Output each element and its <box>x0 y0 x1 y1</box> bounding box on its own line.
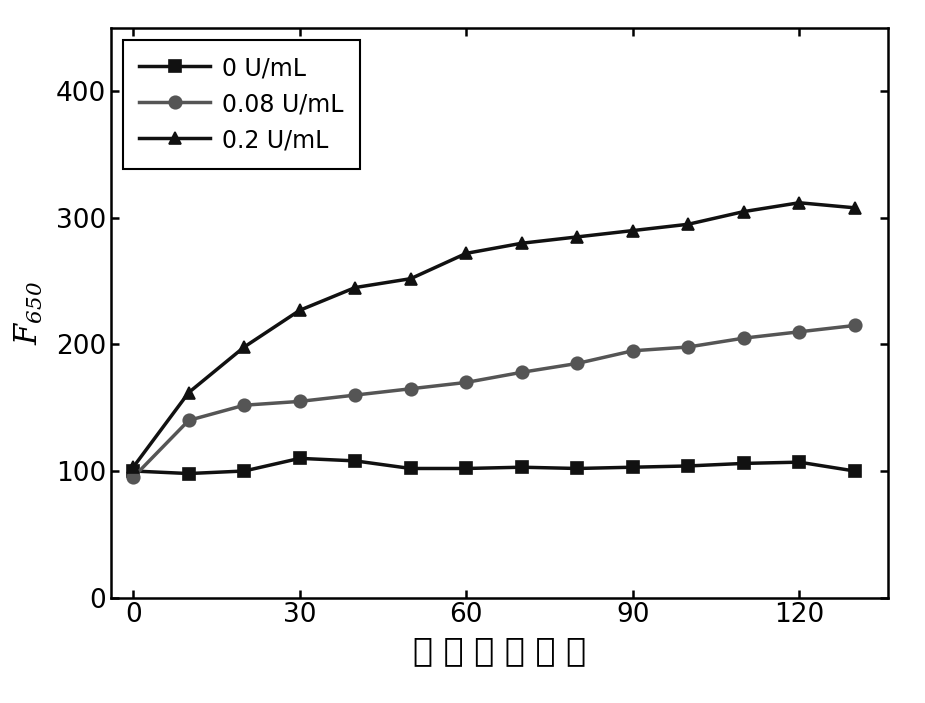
0.2 U/mL <box>183 388 194 396</box>
0 U/mL <box>516 463 527 472</box>
Line: 0 U/mL: 0 U/mL <box>128 453 860 479</box>
0.08 U/mL <box>794 328 805 336</box>
0.2 U/mL <box>683 220 694 228</box>
0.2 U/mL <box>849 204 860 212</box>
Y-axis label: $\mathregular{F_{650}}$: $\mathregular{F_{650}}$ <box>13 280 44 345</box>
0.2 U/mL <box>738 207 749 216</box>
0 U/mL <box>683 462 694 470</box>
X-axis label: 时 间 （ 分 钟 ）: 时 间 （ 分 钟 ） <box>413 634 586 667</box>
0.2 U/mL <box>572 233 583 241</box>
0.08 U/mL <box>461 378 472 387</box>
0.2 U/mL <box>294 306 305 314</box>
0.08 U/mL <box>239 401 250 409</box>
0.08 U/mL <box>294 397 305 406</box>
Line: 0.08 U/mL: 0.08 U/mL <box>127 319 861 484</box>
0 U/mL <box>461 464 472 472</box>
0 U/mL <box>183 470 194 478</box>
0.2 U/mL <box>350 283 361 292</box>
0.2 U/mL <box>461 249 472 257</box>
0.08 U/mL <box>128 473 139 482</box>
0.08 U/mL <box>738 334 749 342</box>
0 U/mL <box>627 463 638 472</box>
0.08 U/mL <box>350 391 361 399</box>
0.08 U/mL <box>572 359 583 368</box>
0 U/mL <box>128 467 139 475</box>
0 U/mL <box>849 467 860 475</box>
0 U/mL <box>405 464 416 472</box>
0.2 U/mL <box>516 239 527 247</box>
0.08 U/mL <box>683 343 694 352</box>
0.2 U/mL <box>405 274 416 283</box>
0.08 U/mL <box>849 321 860 330</box>
0 U/mL <box>294 454 305 463</box>
0.2 U/mL <box>627 226 638 235</box>
0 U/mL <box>350 457 361 465</box>
0.2 U/mL <box>794 198 805 207</box>
0.08 U/mL <box>183 416 194 425</box>
0 U/mL <box>572 464 583 472</box>
0.08 U/mL <box>627 347 638 355</box>
0 U/mL <box>239 467 250 475</box>
0.08 U/mL <box>405 385 416 393</box>
Legend: 0 U/mL, 0.08 U/mL, 0.2 U/mL: 0 U/mL, 0.08 U/mL, 0.2 U/mL <box>123 40 360 169</box>
0.2 U/mL <box>128 463 139 472</box>
Line: 0.2 U/mL: 0.2 U/mL <box>127 197 861 473</box>
0.2 U/mL <box>239 343 250 352</box>
0 U/mL <box>794 458 805 466</box>
0.08 U/mL <box>516 368 527 377</box>
0 U/mL <box>738 459 749 467</box>
